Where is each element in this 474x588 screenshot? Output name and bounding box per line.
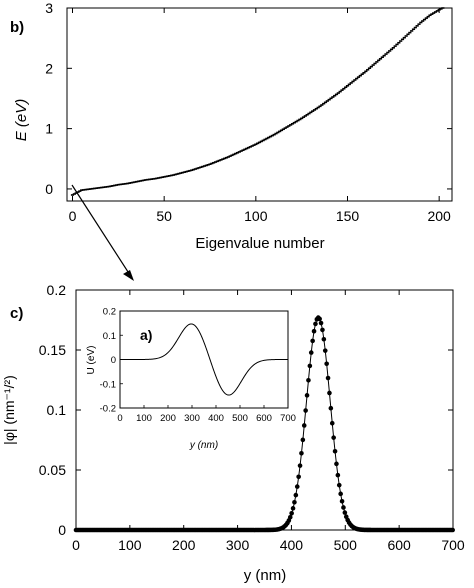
panel-a-y-tick-label: -0.2 xyxy=(100,404,116,415)
panel-b-x-tick-label: 50 xyxy=(156,208,172,224)
panel-b-y-tick-label: 0 xyxy=(45,181,53,197)
panel-c-x-tick-label: 400 xyxy=(280,537,304,553)
panel-a-y-tick-label: 0 xyxy=(111,355,116,366)
panel-a-y-tick-label: 0.1 xyxy=(103,331,116,342)
panel-b-y-tick-label: 1 xyxy=(45,121,53,137)
panel-a-x-tick-label: 500 xyxy=(232,413,248,424)
panel-a-x-tick-label: 300 xyxy=(184,413,200,424)
wavefunction-point xyxy=(300,437,306,443)
panel-a-x-tick-label: 0 xyxy=(117,413,122,424)
panel-c-x-tick-label: 600 xyxy=(387,537,411,553)
panel-b-y-tick-label: 3 xyxy=(45,0,53,16)
panel-b-ticks: 0 50 100 150 200 0 1 2 3 xyxy=(45,0,452,224)
panel-c-y-tick-label: 0 xyxy=(58,522,66,538)
panel-b-y-axis-label: E (eV) xyxy=(13,99,30,142)
wavefunction-point xyxy=(334,461,339,467)
wavefunction-point xyxy=(325,375,331,381)
panel-c-y-tick-label: 0.05 xyxy=(39,462,66,478)
wavefunction-point xyxy=(304,393,310,398)
wavefunction-point xyxy=(297,463,303,468)
panel-c-ticks: 0 100 200 300 400 500 600 700 0 0.05 0.1 0.15 0.2 xyxy=(39,282,465,553)
panel-c-x-tick-label: 700 xyxy=(441,537,465,553)
wavefunction-point xyxy=(307,363,313,369)
panel-a-x-tick-label: 200 xyxy=(160,413,176,424)
wavefunction-point xyxy=(294,484,300,489)
wavefunction-point xyxy=(289,510,294,516)
panel-c-x-axis-label: y (nm) xyxy=(244,567,287,584)
panel-b-x-axis-label: Eigenvalue number xyxy=(195,235,324,252)
panel-c: c) y (nm) |φ| (nm⁻¹/²) 0 100 200 300 400 500 6… xyxy=(1,282,465,584)
panel-c-x-tick-label: 100 xyxy=(118,537,142,553)
panel-a-y-tick-label: -0.1 xyxy=(100,379,116,390)
wavefunction-point xyxy=(318,320,324,326)
wavefunction-point xyxy=(292,499,297,505)
panel-a-x-tick-label: 700 xyxy=(280,413,296,424)
panel-a-x-tick-label: 100 xyxy=(136,413,152,424)
wavefunction-point xyxy=(341,505,346,510)
link-arrow-line xyxy=(71,184,131,276)
panel-c-y-tick-label: 0.15 xyxy=(39,342,66,358)
wavefunction-point xyxy=(331,435,336,440)
panel-b-x-tick-label: 150 xyxy=(336,208,360,224)
panel-b-x-tick-label: 200 xyxy=(427,208,451,224)
panel-b-y-tick-label: 2 xyxy=(45,60,53,76)
panel-a-ticks: 0 100 200 300 400 500 600 700 -0.2 -0.1 0 0.1 0.2 xyxy=(100,307,296,425)
link-arrow-head xyxy=(123,270,134,281)
wavefunction-point xyxy=(335,472,341,478)
wavefunction-point xyxy=(329,420,335,426)
wavefunction-point xyxy=(299,450,304,456)
panel-c-y-tick-label: 0.2 xyxy=(47,282,67,298)
wavefunction-point xyxy=(293,492,299,498)
link-arrow xyxy=(71,184,134,281)
panel-c-y-tick-label: 0.1 xyxy=(47,402,67,418)
panel-a-x-tick-label: 400 xyxy=(208,413,224,424)
wavefunction-point xyxy=(310,338,315,344)
wavefunction-point xyxy=(313,321,318,327)
wavefunction-point xyxy=(450,527,455,533)
wavefunction-point xyxy=(287,514,293,520)
wavefunction-point xyxy=(322,348,328,353)
wavefunction-point xyxy=(311,328,317,334)
wavefunction-point xyxy=(342,510,348,515)
panel-a-label: a) xyxy=(140,327,152,343)
wavefunction-point xyxy=(332,448,338,454)
panel-a-curve xyxy=(120,323,288,396)
wavefunction-point xyxy=(339,498,345,504)
panel-b-frame xyxy=(66,7,453,202)
wavefunction-point xyxy=(338,491,343,497)
wavefunction-point xyxy=(317,316,322,322)
panel-a-y-tick-label: 0.2 xyxy=(103,307,116,318)
wavefunction-point xyxy=(320,327,325,333)
panel-c-x-tick-label: 300 xyxy=(226,537,250,553)
wavefunction-point xyxy=(321,336,327,342)
panel-c-dots xyxy=(73,315,455,533)
panel-c-x-tick-label: 500 xyxy=(334,537,358,553)
panel-a-x-tick-label: 600 xyxy=(256,413,272,424)
panel-c-x-tick-label: 200 xyxy=(172,537,196,553)
panel-b-x-tick-label: 100 xyxy=(244,208,268,224)
panel-c-label: c) xyxy=(10,305,23,322)
wavefunction-point xyxy=(327,390,332,396)
panel-a-x-axis-label: y (nm) xyxy=(189,440,218,451)
wavefunction-point xyxy=(336,482,342,488)
panel-a-inset: a) y (nm) U (eV) 0 100 200 300 400 500 600 700 -… xyxy=(86,307,296,452)
wavefunction-point xyxy=(328,405,334,411)
panel-b-marks xyxy=(70,7,445,196)
wavefunction-point xyxy=(303,408,308,413)
wavefunction-point xyxy=(296,474,301,480)
wavefunction-point xyxy=(306,377,311,383)
wavefunction-point xyxy=(324,361,329,367)
wavefunction-point xyxy=(290,506,296,511)
panel-c-y-axis-label: |φ| (nm⁻¹/²) xyxy=(1,375,17,445)
panel-b-label: b) xyxy=(10,19,24,36)
wavefunction-point xyxy=(301,423,307,428)
panel-b-x-tick-label: 0 xyxy=(69,208,77,224)
panel-b: b) Eigenvalue number E (eV) 0 50 100 150 200… xyxy=(10,0,453,252)
panel-c-x-tick-label: 0 xyxy=(72,537,80,553)
panel-a-y-axis-label: U (eV) xyxy=(86,346,97,375)
wavefunction-point xyxy=(308,350,314,355)
